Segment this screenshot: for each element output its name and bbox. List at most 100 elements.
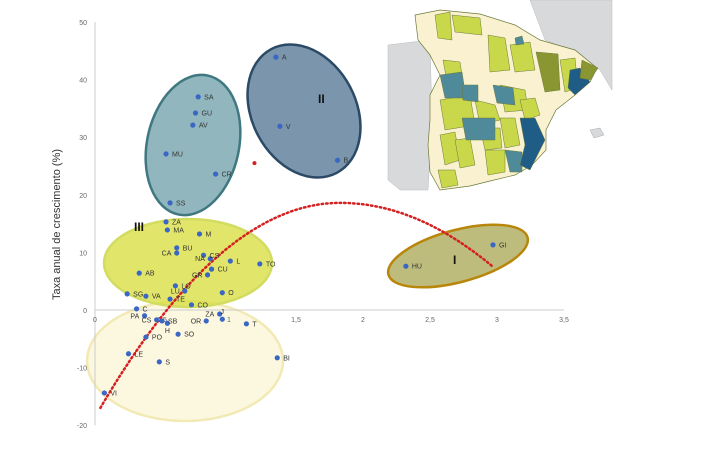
data-point (243, 321, 250, 327)
province-region (437, 169, 459, 189)
group-ellipse (102, 217, 274, 309)
point-label: CA (162, 250, 172, 257)
point-label: S (165, 359, 170, 366)
province-region (461, 84, 479, 103)
point-label: AB (145, 271, 155, 278)
point-label: CU (218, 267, 228, 274)
data-point (273, 54, 279, 60)
point-label: AV (199, 123, 208, 130)
point-label: SG (133, 291, 143, 298)
point-label: LU (171, 288, 180, 295)
x-tick-label: 2 (361, 317, 365, 324)
trend-curve (99, 201, 493, 410)
y-tick-label: -10 (77, 366, 87, 373)
data-point (167, 200, 173, 206)
data-point (154, 317, 160, 323)
data-point (490, 242, 496, 248)
point-label: GU (202, 111, 213, 118)
data-point (156, 359, 162, 365)
data-point (143, 293, 149, 299)
province-region (461, 117, 496, 141)
data-point (159, 318, 165, 324)
data-point (124, 291, 130, 297)
data-point (274, 355, 280, 361)
group-ellipse (85, 299, 285, 423)
data-point (167, 296, 173, 302)
point-label: SA (204, 94, 214, 101)
point-label: GR (192, 272, 203, 279)
x-tick-label: 2,5 (425, 317, 435, 324)
y-tick-label: 10 (79, 250, 87, 257)
group-label: III (134, 220, 144, 234)
point-label: SO (184, 332, 195, 339)
point-label: L (236, 259, 240, 266)
point-label: MU (172, 151, 183, 158)
group-ellipse (246, 43, 362, 179)
data-point (143, 334, 149, 340)
point-label: VI (110, 390, 117, 397)
point-label: J (221, 309, 225, 316)
x-tick-label: 0 (93, 317, 97, 324)
data-point (190, 122, 196, 128)
data-point (174, 245, 180, 251)
point-label: CS (210, 253, 220, 260)
y-tick-label: -20 (77, 423, 87, 430)
y-tick-label: 50 (79, 20, 87, 27)
point-label: MA (173, 227, 184, 234)
data-point (175, 331, 181, 337)
province-region (487, 34, 511, 73)
province-region (504, 149, 523, 173)
x-tick-label: 1 (227, 317, 231, 324)
y-axis-label: Taxa anual de crescimento (%) (51, 149, 63, 300)
data-point (164, 320, 170, 326)
data-point (196, 231, 203, 237)
point-label: V (286, 124, 291, 131)
data-point (188, 302, 195, 308)
spain-province-map (387, 0, 613, 191)
point-label: HU (412, 264, 422, 271)
france-shape (529, 0, 613, 91)
data-point (163, 219, 169, 225)
data-point (192, 110, 199, 116)
y-tick-label: 20 (79, 193, 87, 200)
y-tick-label: 40 (79, 78, 87, 85)
point-label: SS (176, 200, 186, 207)
data-point (141, 313, 148, 319)
point-label: LO (181, 283, 191, 290)
point-label: BI (283, 355, 290, 362)
x-tick-label: 3 (495, 317, 499, 324)
point-label: M (206, 231, 212, 238)
group-label: I (453, 253, 456, 267)
data-point (217, 311, 223, 317)
point-label: CR (222, 172, 232, 179)
data-point (204, 272, 211, 278)
point-label: B (344, 158, 349, 165)
point-label: H (165, 328, 170, 335)
y-tick-label: 0 (83, 308, 87, 315)
province-region (499, 117, 521, 149)
point-label: O (228, 290, 234, 297)
point-label: VA (152, 294, 161, 301)
point-label: SB (168, 318, 178, 325)
data-point (136, 270, 142, 276)
province-region (519, 117, 546, 171)
point-label: TO (266, 261, 276, 268)
data-point (125, 351, 132, 357)
province-region (454, 137, 476, 169)
province-region (451, 14, 483, 36)
portugal-shape (387, 39, 433, 191)
point-label: C (143, 306, 148, 313)
data-point (208, 266, 215, 272)
data-point (200, 252, 207, 258)
data-point (195, 94, 201, 100)
point-label: NA (195, 256, 205, 263)
province-region (535, 51, 561, 93)
data-point (133, 306, 140, 312)
province-region (492, 84, 516, 106)
point-label: ZA (205, 312, 214, 319)
province-region (514, 35, 525, 46)
